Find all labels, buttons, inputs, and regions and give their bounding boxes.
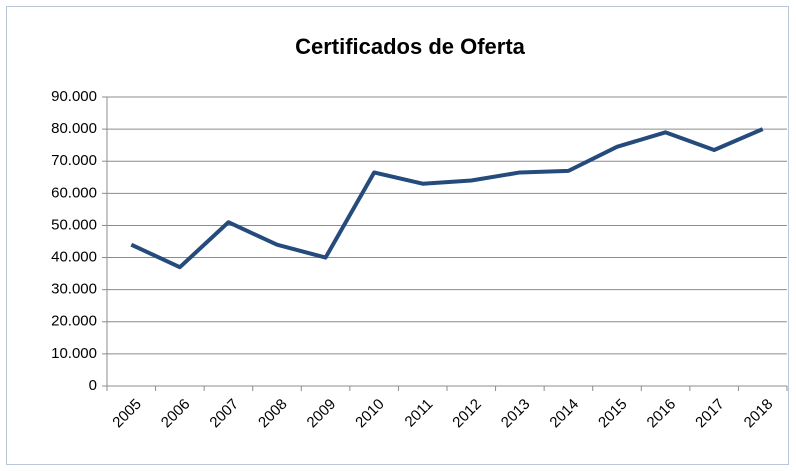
chart-title: Certificados de Oferta: [295, 34, 526, 59]
y-tick-label: 60.000: [51, 184, 97, 201]
data-line: [130, 127, 764, 270]
y-tick-label: 40.000: [51, 249, 97, 266]
y-tick-label: 80.000: [51, 120, 97, 137]
chart-frame: [6, 6, 789, 465]
y-tick-label: 0: [89, 377, 97, 394]
y-tick-label: 20.000: [51, 313, 97, 330]
y-tick-label: 30.000: [51, 281, 97, 298]
y-tick-label: 50.000: [51, 216, 97, 233]
y-tick-label: 90.000: [51, 88, 97, 105]
y-tick-label: 10.000: [51, 345, 97, 362]
y-tick-label: 70.000: [51, 152, 97, 169]
